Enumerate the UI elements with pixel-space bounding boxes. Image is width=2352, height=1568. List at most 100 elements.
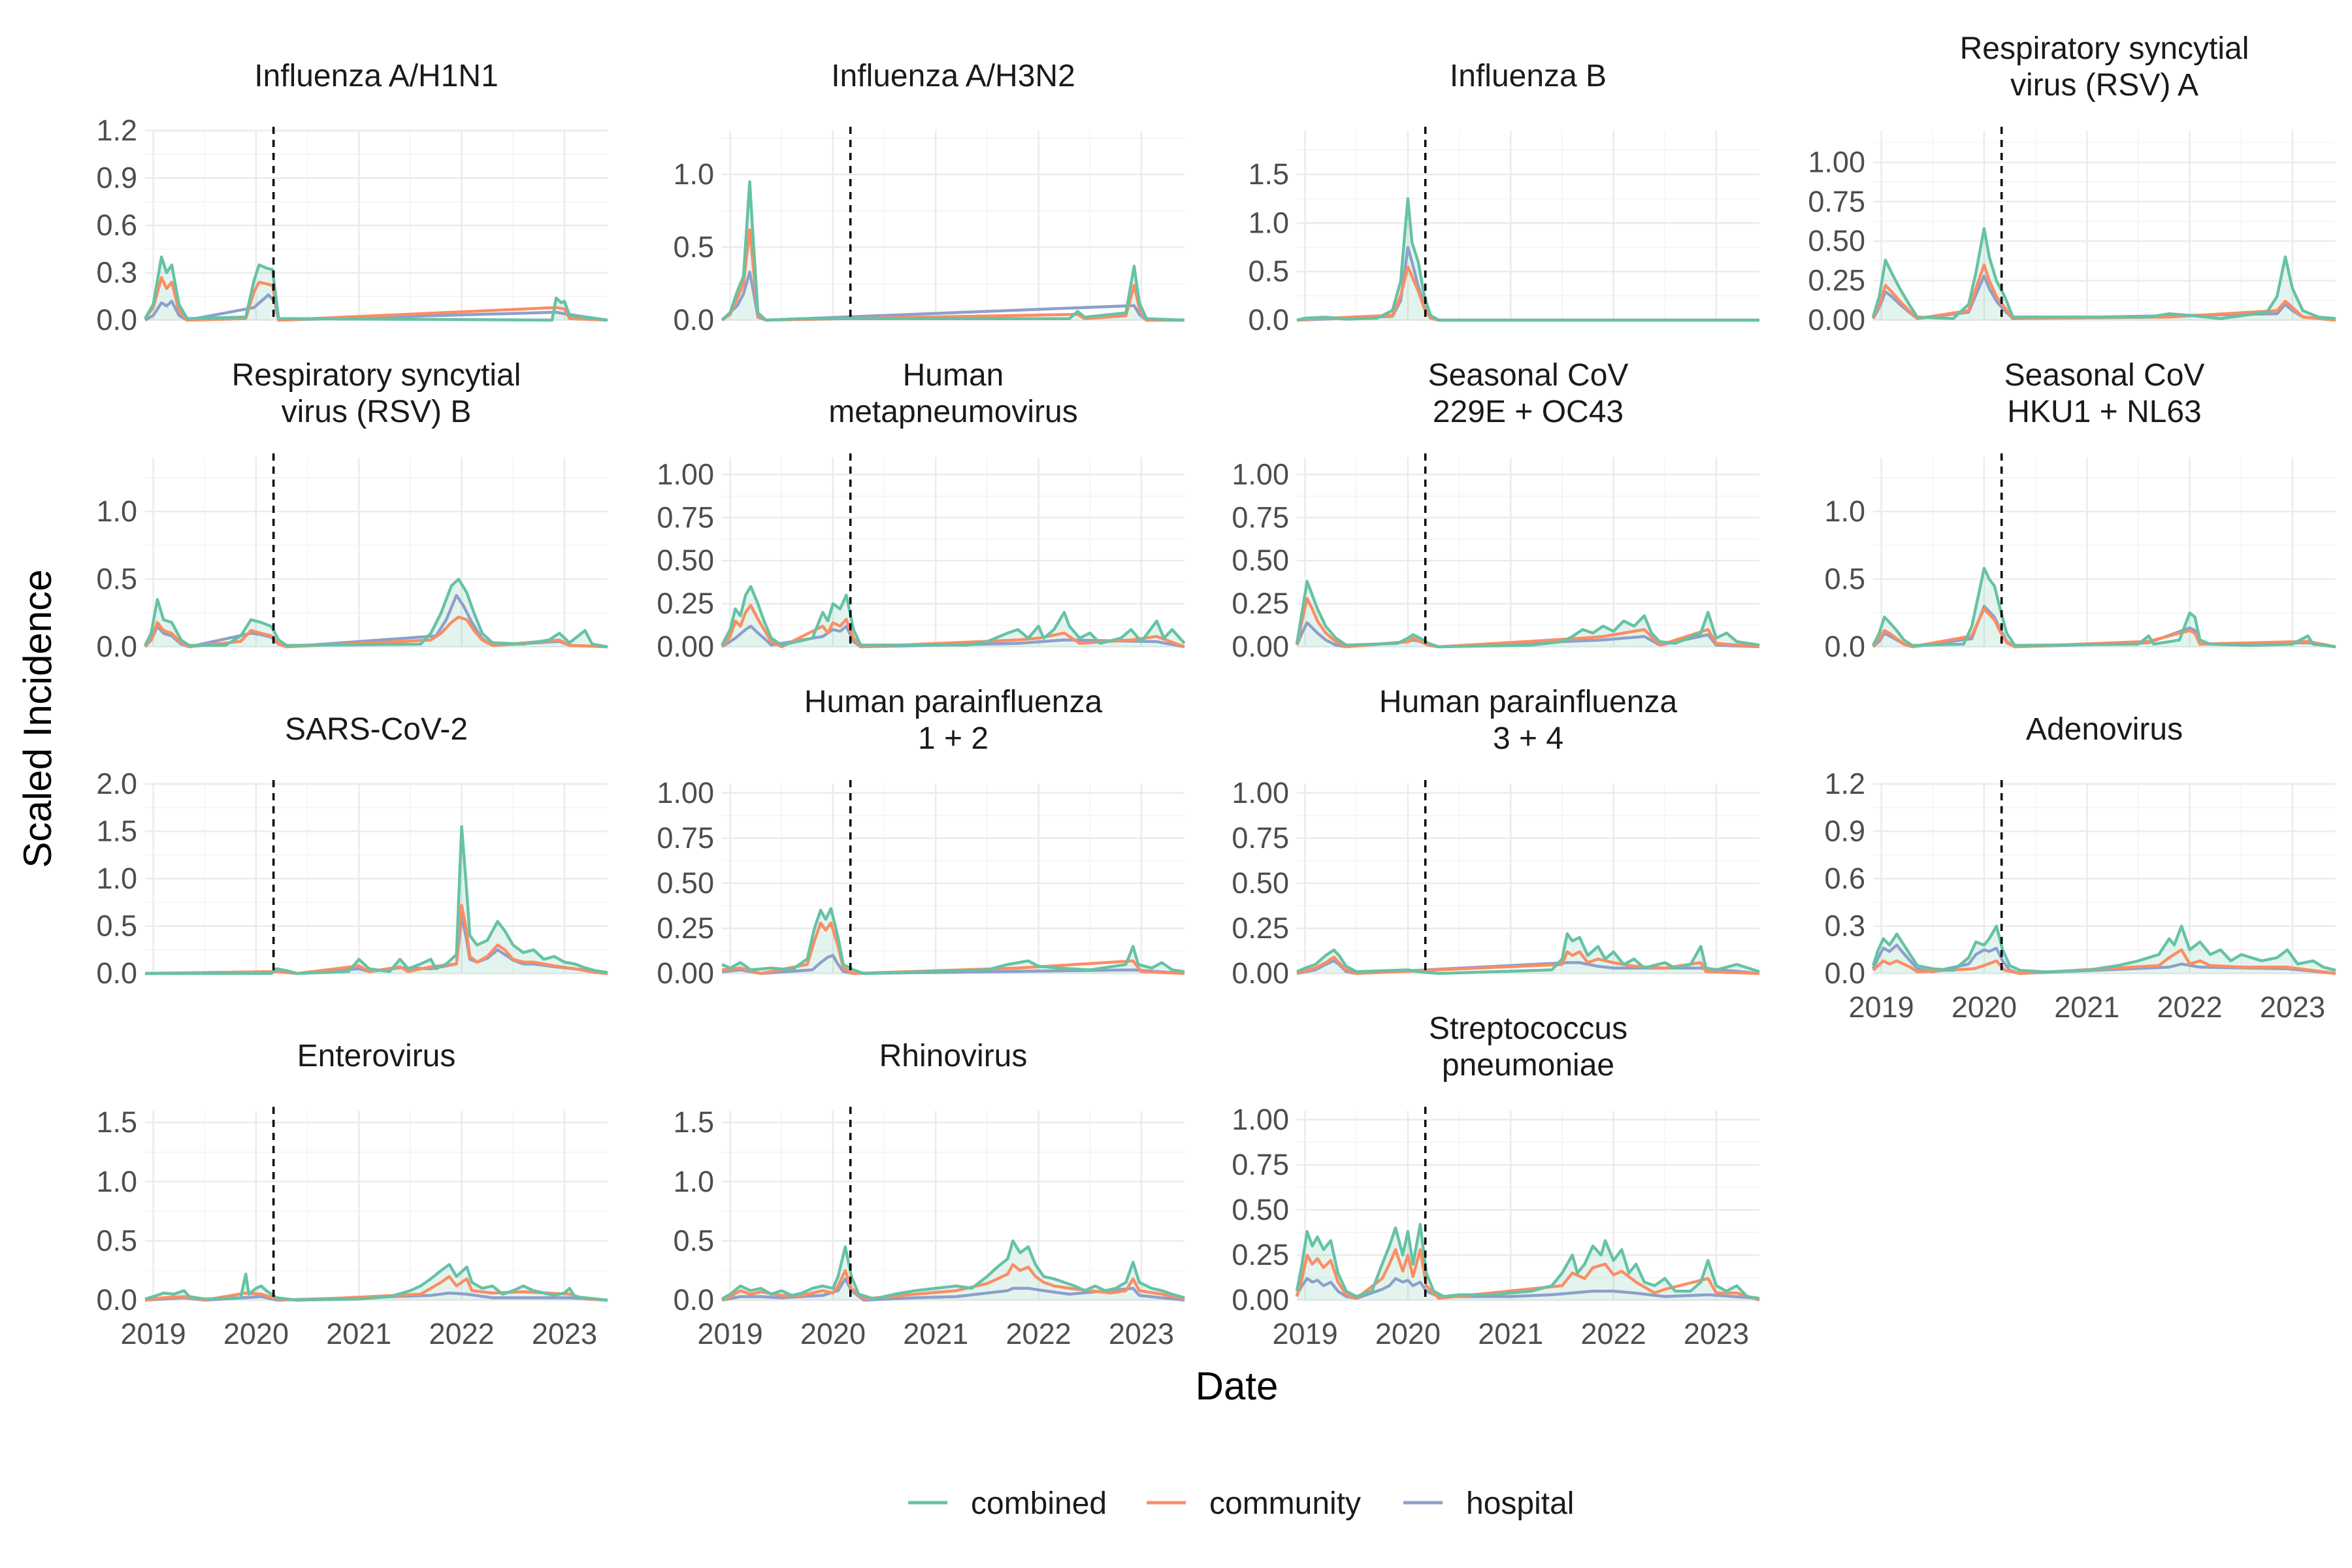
series-line-combined <box>1295 580 1760 649</box>
y-tick-label: 0.25 <box>1232 587 1289 620</box>
y-axis-title: Scaled Incidence <box>16 570 59 868</box>
y-tick-label: 1.5 <box>96 815 137 848</box>
series-line-combined <box>1295 1222 1760 1300</box>
uncertainty-band <box>1297 199 1759 320</box>
panel-title: 229E + OC43 <box>1433 395 1624 429</box>
y-tick-label: 1.00 <box>1232 1103 1289 1136</box>
panel-title: Seasonal CoV <box>2004 358 2205 393</box>
y-tick-label: 0.00 <box>657 630 714 663</box>
x-tick-label: 2020 <box>1375 1317 1441 1350</box>
y-tick-label: 1.5 <box>673 1105 714 1139</box>
x-tick-label: 2022 <box>429 1317 495 1350</box>
y-tick-label: 0.00 <box>1232 1283 1289 1316</box>
panel-title: SARS-CoV-2 <box>285 712 468 747</box>
series-line-hospital <box>1296 1277 1760 1300</box>
y-tick-label: 0.00 <box>1232 630 1289 663</box>
x-tick-label: 2022 <box>1006 1317 1071 1350</box>
y-tick-label: 0.25 <box>657 911 714 945</box>
series-line-community <box>721 921 1185 975</box>
y-tick-label: 0.5 <box>96 562 137 595</box>
y-tick-label: 0.3 <box>1824 909 1865 943</box>
legend-label-hospital: hospital <box>1466 1486 1574 1521</box>
x-tick-label: 2023 <box>1684 1317 1749 1350</box>
y-tick-label: 0.5 <box>673 230 714 263</box>
y-tick-label: 0.6 <box>1824 862 1865 895</box>
y-tick-label: 0.00 <box>1232 956 1289 990</box>
panel-title: Seasonal CoV <box>1428 358 1629 393</box>
panel-title: 1 + 2 <box>918 721 988 756</box>
y-tick-label: 0.75 <box>1232 821 1289 855</box>
series-line-hospital <box>144 293 608 322</box>
series-line-community <box>721 604 1185 649</box>
y-tick-label: 0.50 <box>657 544 714 577</box>
y-tick-label: 0.50 <box>1232 866 1289 900</box>
uncertainty-band <box>1873 926 2336 973</box>
y-tick-label: 0.9 <box>1824 815 1865 848</box>
x-tick-label: 2021 <box>903 1317 968 1350</box>
y-tick-label: 1.00 <box>657 776 714 809</box>
series-line-community <box>1872 607 2336 649</box>
series-line-hospital <box>1872 274 2336 322</box>
series-line-community <box>1872 948 2336 975</box>
facet-panel: 0.0 0.3 0.6 0.9 1.2 Influenza A/H1N1 <box>96 59 608 336</box>
y-tick-label: 1.0 <box>673 1165 714 1198</box>
y-tick-label: 1.0 <box>1248 206 1289 239</box>
y-tick-label: 0.0 <box>1824 956 1865 990</box>
facet-panel: 0.00 0.25 0.50 0.75 1.00 2019 2020 2021 2022 2023… <box>1232 1011 1760 1350</box>
x-tick-label: 2019 <box>121 1317 186 1350</box>
y-tick-label: 0.9 <box>96 161 137 195</box>
y-tick-label: 0.5 <box>1248 255 1289 288</box>
uncertainty-band <box>145 257 608 320</box>
y-tick-label: 0.50 <box>1808 224 1865 257</box>
uncertainty-band <box>722 182 1184 320</box>
series-line-combined <box>721 907 1185 975</box>
y-tick-label: 0.50 <box>1232 544 1289 577</box>
series-line-community <box>1296 950 1760 975</box>
series-line-combined <box>721 1239 1185 1301</box>
panel-title: Human parainfluenza <box>1379 685 1678 719</box>
y-tick-label: 0.5 <box>96 1224 137 1257</box>
series-line-combined <box>143 578 608 649</box>
x-tick-label: 2020 <box>223 1317 289 1350</box>
uncertainty-band <box>722 908 1184 973</box>
y-tick-label: 1.2 <box>96 114 137 147</box>
y-tick-label: 1.00 <box>1232 457 1289 491</box>
x-axis-title: Date <box>1196 1364 1279 1408</box>
panel-title: HKU1 + NL63 <box>2007 395 2202 429</box>
y-tick-label: 0.5 <box>673 1224 714 1257</box>
y-tick-label: 0.50 <box>657 866 714 900</box>
x-tick-label: 2021 <box>1478 1317 1543 1350</box>
y-tick-label: 1.0 <box>1824 495 1865 528</box>
y-tick-label: 1.00 <box>1808 145 1865 178</box>
panel-title: virus (RSV) B <box>282 395 472 429</box>
x-tick-label: 2023 <box>532 1317 597 1350</box>
series-line-hospital <box>144 915 608 975</box>
series-line-community <box>144 276 608 322</box>
y-tick-label: 0.00 <box>657 956 714 990</box>
facet-panel: 0.0 0.5 1.0 1.5 Influenza B <box>1248 59 1759 336</box>
panel-title: Influenza A/H1N1 <box>254 59 498 93</box>
series-line-hospital <box>721 625 1185 649</box>
panel-title: pneumoniae <box>1442 1048 1614 1083</box>
y-tick-label: 0.3 <box>96 256 137 289</box>
y-tick-label: 0.0 <box>96 630 137 663</box>
y-tick-label: 0.0 <box>96 1283 137 1316</box>
y-tick-label: 1.00 <box>1232 776 1289 809</box>
series-line-combined <box>1871 227 2336 320</box>
x-tick-label: 2023 <box>1109 1317 1174 1350</box>
x-tick-label: 2021 <box>2054 990 2119 1024</box>
y-tick-label: 0.75 <box>657 821 714 855</box>
uncertainty-band <box>145 1264 608 1300</box>
x-tick-label: 2020 <box>800 1317 866 1350</box>
series-line-combined <box>144 1263 608 1302</box>
panel-title: Enterovirus <box>297 1039 456 1073</box>
panel-title: 3 + 4 <box>1493 721 1563 756</box>
facet-panel: 0.00 0.25 0.50 0.75 1.00 Human parainfluenza3… <box>1232 685 1760 990</box>
panel-title: Influenza B <box>1450 59 1607 93</box>
series-line-community <box>1295 596 1760 649</box>
panel-title: Human <box>903 358 1004 393</box>
series-line-community <box>144 615 608 649</box>
series-line-hospital <box>721 1277 1185 1302</box>
